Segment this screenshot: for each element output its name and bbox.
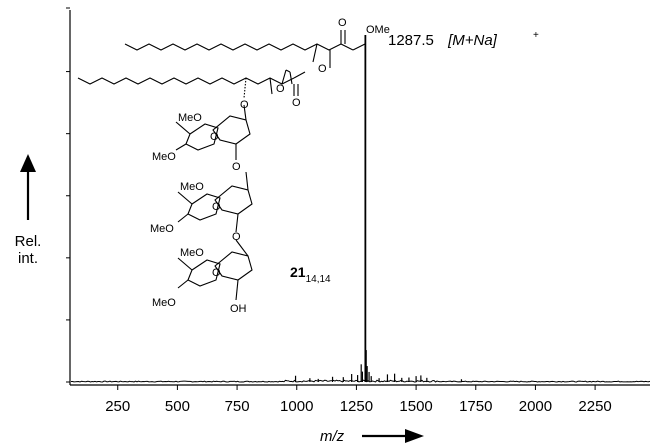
svg-text:O: O [338, 17, 347, 29]
x-axis-arrowhead-icon [405, 429, 424, 443]
svg-text:O: O [318, 63, 327, 75]
upper-lipid-chain [124, 43, 354, 51]
x-axis-label: m/z [320, 428, 345, 445]
svg-text:OH: OH [230, 303, 247, 315]
svg-text:O: O [232, 231, 241, 243]
x-tick-label: 750 [225, 398, 250, 415]
peak-value-label: 1287.5 [388, 32, 434, 49]
peak-ion-label: [M+Na] [447, 32, 498, 49]
y-ticks [66, 7, 70, 383]
x-tick-label: 1250 [340, 398, 373, 415]
svg-text:1287.5 [M+Na]: 1287.5 [M+Na] [388, 32, 498, 49]
svg-text:O: O [212, 201, 221, 213]
x-tick-label: 500 [165, 398, 190, 415]
y-axis-title: Rel. int. [15, 154, 42, 267]
svg-text:O: O [292, 97, 301, 109]
svg-text:OMe: OMe [366, 24, 390, 36]
svg-text:O: O [276, 83, 285, 95]
svg-text:O: O [212, 267, 221, 279]
x-tick-label: 2250 [578, 398, 611, 415]
molecule-labels: OMe O O O O O MeO MeO O MeO MeO O MeO Me… [150, 17, 390, 315]
x-tick-label: 2000 [519, 398, 552, 415]
axes: 250 500 750 1000 1250 1500 1750 2000 2250 [66, 7, 650, 415]
peak-charge-label: + [533, 30, 539, 41]
x-tick-label: 1750 [459, 398, 492, 415]
x-axis-title: m/z [320, 428, 424, 445]
lower-lipid-chain [77, 77, 295, 85]
y-axis-label-line-1: Rel. [15, 233, 42, 250]
y-axis-label-line-2: int. [18, 250, 38, 267]
spectrum-baseline [70, 379, 650, 383]
svg-text:O: O [232, 161, 241, 173]
svg-text:MeO: MeO [178, 112, 202, 124]
spectrum-peaks [294, 35, 463, 382]
x-tick-label: 250 [105, 398, 130, 415]
svg-text:O: O [240, 99, 249, 111]
x-tick-label: 1000 [280, 398, 313, 415]
y-axis-arrowhead-icon [20, 154, 36, 172]
svg-text:MeO: MeO [152, 297, 176, 309]
svg-text:MeO: MeO [180, 181, 204, 193]
x-ticks: 250 500 750 1000 1250 1500 1750 2000 2250 [105, 385, 612, 415]
compound-number: 2114,14 [290, 264, 331, 285]
svg-text:O: O [210, 131, 219, 143]
x-tick-label: 1500 [399, 398, 432, 415]
peak-annotation: 1287.5 [M+Na] + [388, 30, 539, 49]
svg-text:MeO: MeO [152, 151, 176, 163]
svg-text:MeO: MeO [180, 247, 204, 259]
glycolipid-structure [77, 30, 366, 301]
svg-text:MeO: MeO [150, 223, 174, 235]
